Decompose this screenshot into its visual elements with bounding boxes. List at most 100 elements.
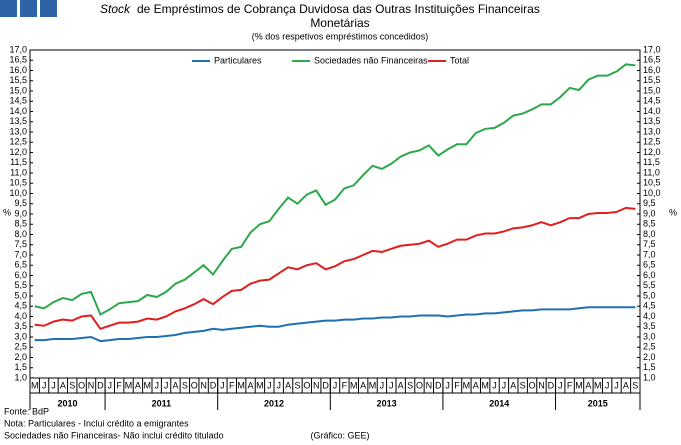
- y2-tick-label: 13,5: [643, 116, 661, 126]
- x-tick-label: O: [191, 380, 198, 390]
- x-tick-label: M: [125, 380, 133, 390]
- y2-tick-label: 9,0: [643, 208, 656, 218]
- chart-title-line2: Monetárias: [310, 16, 369, 30]
- year-label: 2010: [58, 398, 78, 408]
- legend-label: Sociedades não Financeiras: [314, 55, 428, 65]
- legend-label: Total: [450, 55, 469, 65]
- x-tick-label: O: [416, 380, 423, 390]
- x-tick-label: S: [294, 380, 300, 390]
- series-line: [34, 206, 636, 330]
- y2-tick-label: 9,5: [643, 198, 656, 208]
- y2-tick-label: 10,5: [643, 178, 661, 188]
- x-tick-label: J: [164, 380, 169, 390]
- title-italic: Stock: [100, 2, 131, 16]
- x-tick-label: J: [108, 380, 113, 390]
- x-tick-label: J: [614, 380, 619, 390]
- y2-tick-label: 10,0: [643, 188, 661, 198]
- y2-tick-label: 11,5: [643, 157, 660, 167]
- x-tick-label: A: [172, 380, 178, 390]
- y-tick-label: 6,0: [14, 270, 27, 280]
- y-tick-label: 8,0: [14, 229, 27, 239]
- x-tick-label: O: [529, 380, 536, 390]
- x-tick-label: J: [605, 380, 610, 390]
- x-tick-label: M: [256, 380, 264, 390]
- y-tick-label: 3,5: [14, 321, 27, 331]
- y2-tick-label: 1,0: [643, 372, 656, 382]
- x-tick-label: M: [369, 380, 377, 390]
- x-tick-label: M: [31, 380, 39, 390]
- x-tick-label: D: [548, 380, 555, 390]
- y-tick-label: 4,5: [14, 301, 27, 311]
- x-tick-label: O: [78, 380, 85, 390]
- y2-tick-label: 16,5: [643, 55, 661, 65]
- x-tick-label: J: [42, 380, 47, 390]
- y-tick-label: 2,5: [14, 342, 27, 352]
- y-tick-label: 12,5: [9, 137, 27, 147]
- y2-tick-label: 11,0: [643, 167, 660, 177]
- x-tick-label: J: [389, 380, 394, 390]
- x-tick-label: J: [333, 380, 338, 390]
- x-tick-label: D: [322, 380, 329, 390]
- y2-tick-label: 2,5: [643, 342, 656, 352]
- y2-tick-label: 7,0: [643, 249, 656, 259]
- y-tick-label: 11,5: [10, 157, 27, 167]
- x-tick-label: D: [97, 380, 104, 390]
- x-tick-label: A: [398, 380, 404, 390]
- y2-tick-label: 15,5: [643, 75, 661, 85]
- y2-tick-label: 8,0: [643, 229, 656, 239]
- y2-tick-label: 5,0: [643, 290, 656, 300]
- x-tick-label: A: [285, 380, 291, 390]
- x-tick-label: M: [350, 380, 358, 390]
- x-tick-label: A: [248, 380, 254, 390]
- plot-area: [29, 49, 641, 379]
- y-tick-label: 7,5: [14, 239, 27, 249]
- y-tick-label: 7,0: [14, 249, 27, 259]
- x-tick-label: O: [303, 380, 310, 390]
- x-tick-label: J: [220, 380, 225, 390]
- y-tick-label: 5,5: [14, 280, 27, 290]
- y-tick-label: 2,0: [14, 352, 27, 362]
- y-tick-label: 12,0: [9, 147, 27, 157]
- y-tick-label: 11,0: [10, 167, 27, 177]
- y2-tick-label: 6,5: [643, 260, 656, 270]
- x-tick-label: A: [510, 380, 516, 390]
- y2-tick-label: 3,0: [643, 331, 656, 341]
- y2-tick-label: 16,0: [643, 65, 661, 75]
- y-tick-label: 13,0: [9, 126, 27, 136]
- x-tick-label: F: [116, 380, 122, 390]
- x-tick-label: F: [229, 380, 235, 390]
- x-tick-label: J: [276, 380, 281, 390]
- y-tick-label: 4,0: [14, 311, 27, 321]
- x-tick-label: M: [481, 380, 489, 390]
- y-tick-label: 15,5: [9, 75, 27, 85]
- y-tick-label: 9,5: [14, 198, 27, 208]
- x-tick-label: N: [538, 380, 545, 390]
- y-axis-label: %: [3, 207, 11, 217]
- y2-tick-label: 6,0: [643, 270, 656, 280]
- x-tick-label: N: [313, 380, 320, 390]
- x-tick-label: S: [632, 380, 638, 390]
- y2-tick-label: 8,5: [643, 219, 656, 229]
- footnote: Nota: Particulares - Inclui crédito a em…: [4, 418, 189, 428]
- footnote: Fonte: BdP: [4, 406, 49, 416]
- x-tick-label: N: [426, 380, 433, 390]
- y-tick-label: 9,0: [14, 208, 27, 218]
- y-tick-label: 5,0: [14, 290, 27, 300]
- x-tick-label: S: [407, 380, 413, 390]
- y-tick-label: 15,0: [9, 85, 27, 95]
- legend-label: Particulares: [214, 55, 262, 65]
- x-tick-label: M: [594, 380, 602, 390]
- y-tick-label: 1,0: [14, 372, 27, 382]
- y2-tick-label: 7,5: [643, 239, 656, 249]
- x-tick-label: J: [492, 380, 497, 390]
- x-tick-label: N: [200, 380, 207, 390]
- series-line: [34, 306, 636, 343]
- y2-tick-label: 12,5: [643, 137, 661, 147]
- logo-square: [40, 0, 57, 17]
- y2-tick-label: 12,0: [643, 147, 661, 157]
- x-tick-label: A: [623, 380, 629, 390]
- y-tick-label: 14,0: [9, 106, 27, 116]
- credit: (Gráfico: GEE): [310, 430, 369, 440]
- x-tick-label: S: [69, 380, 75, 390]
